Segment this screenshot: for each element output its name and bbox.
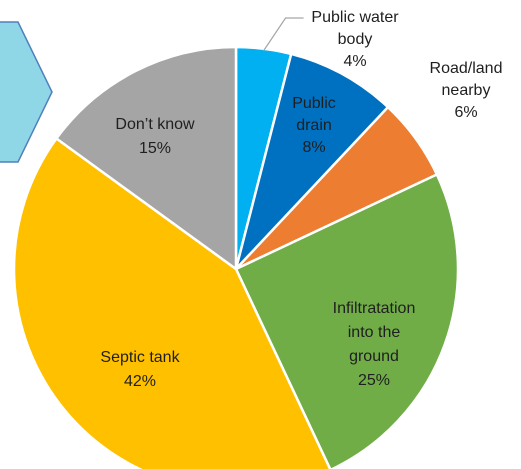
slice-label-don-t-know: Don’t know 15% bbox=[115, 116, 195, 157]
arrow-shape-decoration bbox=[0, 21, 53, 163]
pie-slice-infiltratation-into-the-ground bbox=[234, 172, 460, 469]
slice-label-public-water-body: Public water body 4% bbox=[311, 9, 399, 70]
slice-labels: Public water body 4% Public drain 8% Road/land… bbox=[100, 9, 502, 390]
pie-slices bbox=[12, 45, 460, 469]
slice-label-septic-tank: Septic tank 42% bbox=[100, 349, 180, 390]
pie-slice-septic-tank bbox=[12, 136, 332, 469]
leader-line-public-water-body bbox=[263, 17, 304, 52]
leader-lines bbox=[263, 17, 304, 52]
pie-slice-don-t-know bbox=[54, 45, 238, 272]
pie-slice-public-drain bbox=[234, 52, 390, 270]
slice-label-road-land-nearby: Road/land nearby 6% bbox=[430, 60, 503, 121]
slice-label-public-drain: Public drain 8% bbox=[292, 95, 336, 156]
slice-label-infiltratation-into-the-ground: Infiltratation into the ground 25% bbox=[333, 300, 416, 389]
